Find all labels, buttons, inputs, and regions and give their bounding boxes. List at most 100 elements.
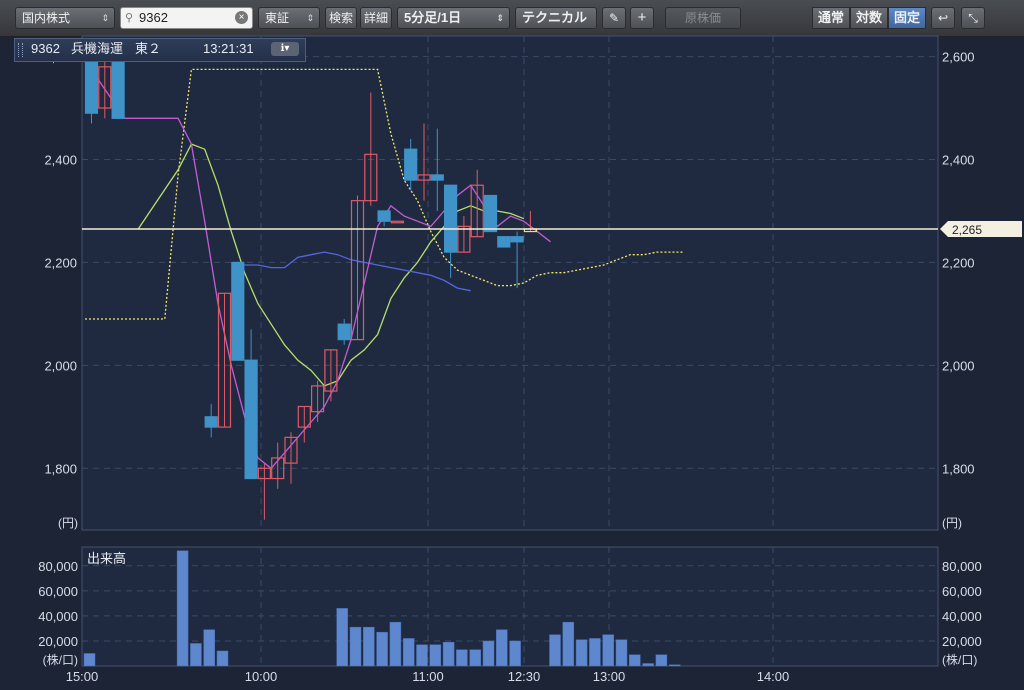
scale-normal-button[interactable]: 通常 xyxy=(812,7,850,29)
candle-body xyxy=(377,210,391,222)
candle-body xyxy=(337,323,351,341)
interval-select[interactable]: 5分足/1日 ⇕ xyxy=(397,7,510,29)
scale-fixed-button[interactable]: 固定 xyxy=(888,7,926,29)
volume-ytick-label-right: 40,000 xyxy=(942,609,982,624)
scale-log-button[interactable]: 対数 xyxy=(850,7,888,29)
price-unit-label-right: (円) xyxy=(942,516,962,530)
volume-bar xyxy=(176,550,189,667)
volume-bar xyxy=(562,621,575,667)
volume-ytick-label-left: 80,000 xyxy=(38,559,78,574)
pencil-icon[interactable]: ✎ xyxy=(602,7,626,29)
search-button-label: 検索 xyxy=(329,11,354,25)
volume-ytick-label-left: 20,000 xyxy=(38,634,78,649)
detail-button-label: 詳細 xyxy=(364,11,389,25)
search-input[interactable]: ⚲ 9362 × xyxy=(120,7,253,29)
volume-bar xyxy=(190,643,202,667)
volume-bar xyxy=(376,631,388,667)
candle-body xyxy=(98,66,112,109)
detail-button[interactable]: 詳細 xyxy=(360,7,392,29)
volume-bar xyxy=(442,641,455,667)
volume-bar xyxy=(482,640,495,667)
volume-bar xyxy=(629,654,641,667)
candle-body xyxy=(284,436,298,464)
volume-bar xyxy=(575,639,588,667)
candle-body xyxy=(417,174,431,181)
info-menu-button[interactable]: ℹ▾ xyxy=(271,42,299,56)
price-ytick-label-right: 2,000 xyxy=(942,358,975,373)
volume-bar xyxy=(589,638,601,667)
price-ytick-label-right: 2,400 xyxy=(942,153,975,168)
price-ytick-label-left: 2,000 xyxy=(44,358,77,373)
xtick-label: 14:00 xyxy=(757,669,790,684)
search-icon: ⚲ xyxy=(125,12,134,24)
price-ytick-label-right: 2,600 xyxy=(942,50,975,65)
volume-bar xyxy=(469,649,481,667)
xtick-label: 13:00 xyxy=(593,669,626,684)
price-ytick-label-left: 2,200 xyxy=(44,255,77,270)
price-ytick-label-left: 1,800 xyxy=(44,461,77,476)
search-button[interactable]: 検索 xyxy=(325,7,357,29)
candle-body xyxy=(430,174,444,181)
volume-ytick-label-right: 60,000 xyxy=(942,584,982,599)
volume-bar xyxy=(389,621,402,667)
candle-body xyxy=(311,385,325,413)
volume-bar xyxy=(349,626,362,667)
xtick-label: 10:00 xyxy=(245,669,278,684)
scale-toggle: 通常 対数 固定 xyxy=(812,7,926,29)
volume-ytick-label-left: 40,000 xyxy=(38,609,78,624)
volume-bar xyxy=(496,629,508,667)
candle-body xyxy=(231,261,245,361)
market-select[interactable]: 国内株式 ⇕ xyxy=(15,7,115,29)
exchange-select[interactable]: 東証 ⇕ xyxy=(258,7,320,29)
candle-body xyxy=(483,194,498,233)
candle-body xyxy=(364,153,378,202)
price-ytick-label-left: 2,400 xyxy=(44,153,77,168)
price-ytick-label-right: 2,200 xyxy=(942,255,975,270)
candle-body xyxy=(84,61,99,114)
collapse-icon[interactable]: ⤡ xyxy=(961,7,985,29)
current-price-label: 2,265 xyxy=(952,223,982,237)
volume-bar xyxy=(602,634,614,667)
xtick-label: 11:00 xyxy=(412,669,444,684)
volume-bar xyxy=(216,650,229,667)
volume-unit-label-left: (株/口) xyxy=(43,652,78,667)
volume-ytick-label-right: 20,000 xyxy=(942,634,982,649)
scale-normal-label: 通常 xyxy=(817,10,844,25)
dotted-line-series xyxy=(85,68,684,320)
candle-body xyxy=(111,61,125,119)
ma-mid-line xyxy=(137,143,525,387)
current-price-tag xyxy=(940,220,1022,237)
candle-body xyxy=(204,416,218,428)
volume-bar xyxy=(509,640,521,667)
plus-icon[interactable]: + xyxy=(630,7,654,29)
candle-body xyxy=(350,200,365,341)
market-select-label: 国内株式 xyxy=(22,11,71,25)
candle-body xyxy=(257,467,271,480)
volume-bar xyxy=(402,638,415,667)
base-price-button[interactable]: 原株価 xyxy=(665,7,741,29)
candle-body xyxy=(404,148,418,181)
technical-button-label: テクニカル xyxy=(522,10,588,25)
candle-body xyxy=(217,292,232,428)
candle-body xyxy=(297,405,311,428)
candle-body xyxy=(510,236,524,243)
candle-body xyxy=(444,184,458,253)
volume-unit-label-right: (株/口) xyxy=(942,652,977,667)
technical-button[interactable]: テクニカル xyxy=(515,7,597,29)
candle-body xyxy=(497,236,511,248)
base-price-label: 原株価 xyxy=(684,11,721,25)
select-arrows-icon: ⇕ xyxy=(101,13,109,23)
volume-bar xyxy=(429,644,442,667)
clear-icon[interactable]: × xyxy=(235,11,248,24)
update-time: 13:21:31 xyxy=(203,41,254,56)
symbol-name: 兵機海運 xyxy=(71,41,124,56)
symbol-market: 東２ xyxy=(135,41,162,56)
drag-handle-icon[interactable] xyxy=(18,43,23,57)
candle-body xyxy=(470,184,484,238)
scale-fixed-label: 固定 xyxy=(893,10,920,25)
price-ytick-label-right: 1,800 xyxy=(942,461,975,476)
interval-select-label: 5分足/1日 xyxy=(404,10,462,25)
price-plot-area xyxy=(81,35,939,531)
undo-icon[interactable]: ↩ xyxy=(931,7,955,29)
